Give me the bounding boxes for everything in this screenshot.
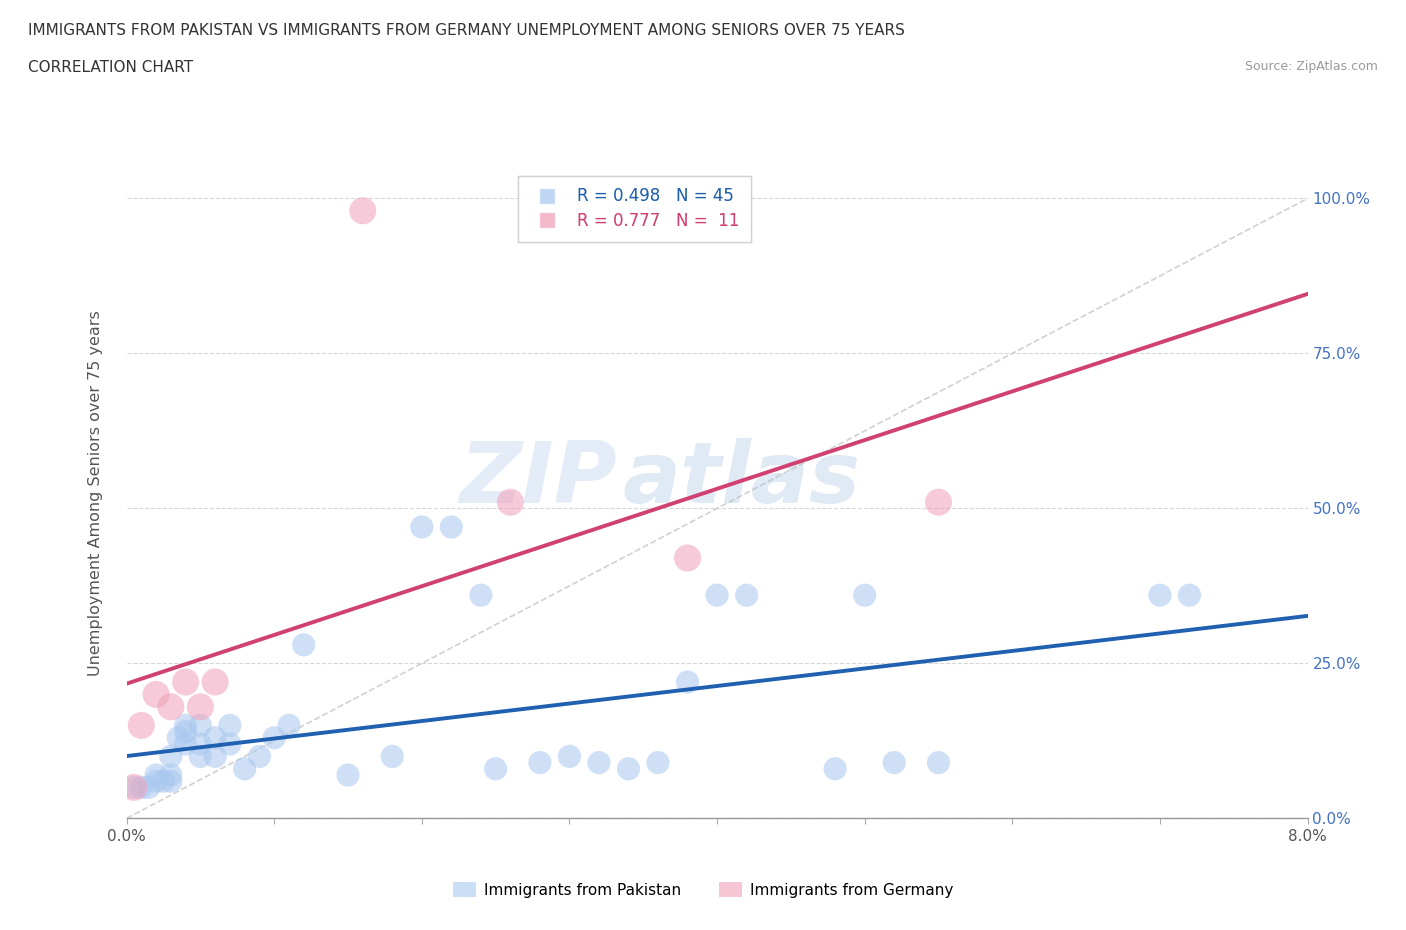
Point <box>411 520 433 535</box>
Point <box>204 749 226 764</box>
Point <box>160 767 183 782</box>
Point <box>122 780 145 795</box>
Point <box>617 762 640 777</box>
Point <box>247 749 270 764</box>
Point <box>676 674 699 689</box>
Point <box>204 730 226 745</box>
Point <box>233 762 256 777</box>
Point <box>145 687 167 702</box>
Point <box>1178 588 1201 603</box>
Point <box>122 780 145 795</box>
Point <box>735 588 758 603</box>
Point <box>292 637 315 652</box>
Point <box>188 737 211 751</box>
Point <box>174 724 197 739</box>
Point <box>219 737 242 751</box>
Text: Source: ZipAtlas.com: Source: ZipAtlas.com <box>1244 60 1378 73</box>
Point <box>440 520 463 535</box>
Point <box>188 749 211 764</box>
Point <box>558 749 581 764</box>
Point <box>138 780 160 795</box>
Point <box>706 588 728 603</box>
Point <box>278 718 301 733</box>
Point <box>129 718 153 733</box>
Point <box>219 718 242 733</box>
Point <box>129 780 153 795</box>
Point <box>263 730 285 745</box>
Text: IMMIGRANTS FROM PAKISTAN VS IMMIGRANTS FROM GERMANY UNEMPLOYMENT AMONG SENIORS O: IMMIGRANTS FROM PAKISTAN VS IMMIGRANTS F… <box>28 23 905 38</box>
Point <box>167 730 190 745</box>
Point <box>470 588 492 603</box>
Point <box>152 774 174 789</box>
Point <box>1149 588 1171 603</box>
Point <box>928 495 950 510</box>
Point <box>647 755 669 770</box>
Point <box>381 749 404 764</box>
Point <box>352 204 374 219</box>
Point <box>824 762 846 777</box>
Point <box>174 737 197 751</box>
Legend: Immigrants from Pakistan, Immigrants from Germany: Immigrants from Pakistan, Immigrants fro… <box>447 875 959 904</box>
Text: CORRELATION CHART: CORRELATION CHART <box>28 60 193 75</box>
Legend: R = 0.498   N = 45, R = 0.777   N =  11: R = 0.498 N = 45, R = 0.777 N = 11 <box>519 176 751 242</box>
Y-axis label: Unemployment Among Seniors over 75 years: Unemployment Among Seniors over 75 years <box>89 310 103 676</box>
Text: ZIP: ZIP <box>458 438 617 522</box>
Point <box>337 767 360 782</box>
Point <box>188 718 211 733</box>
Point <box>204 674 226 689</box>
Point <box>484 762 508 777</box>
Point <box>676 551 699 565</box>
Point <box>529 755 551 770</box>
Point <box>174 674 197 689</box>
Point <box>160 774 183 789</box>
Point <box>188 699 211 714</box>
Point <box>928 755 950 770</box>
Point <box>853 588 876 603</box>
Point <box>174 718 197 733</box>
Point <box>160 749 183 764</box>
Point <box>588 755 610 770</box>
Point <box>883 755 905 770</box>
Point <box>145 767 167 782</box>
Point <box>145 774 167 789</box>
Text: atlas: atlas <box>623 438 860 522</box>
Point <box>160 699 183 714</box>
Point <box>499 495 522 510</box>
